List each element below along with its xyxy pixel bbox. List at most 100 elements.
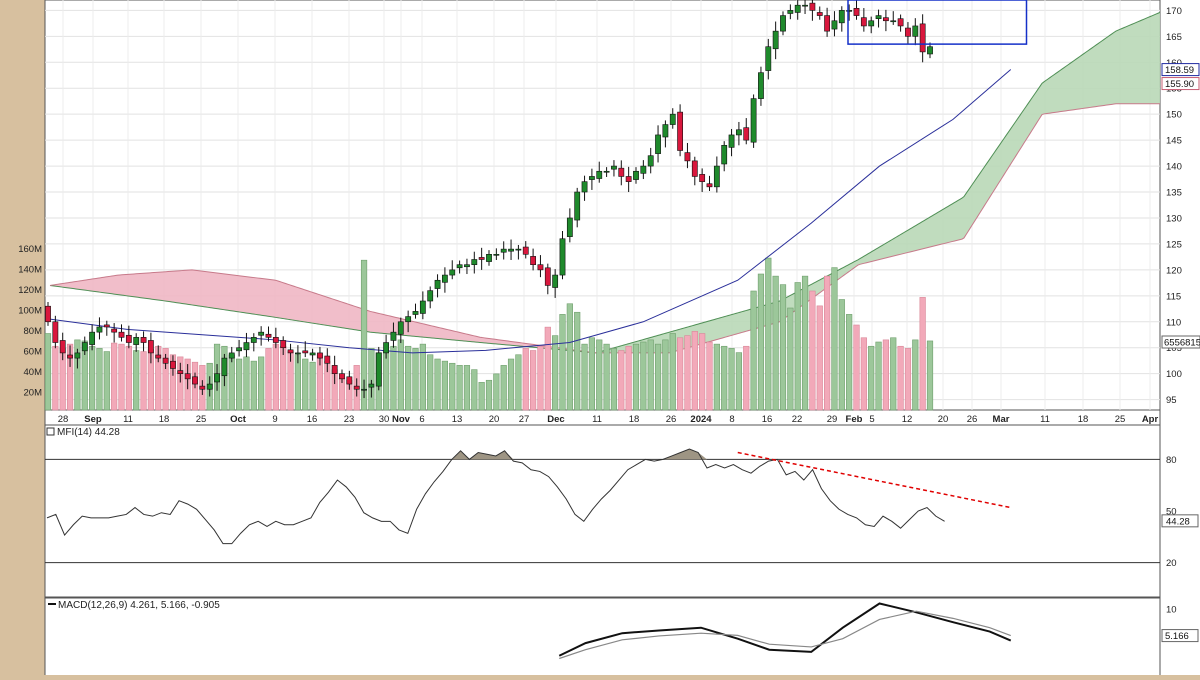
volume-bar — [809, 290, 816, 411]
volume-bar — [662, 339, 669, 411]
date-tick-label: 5 — [869, 414, 874, 425]
candle-body — [530, 256, 536, 265]
candle-body — [478, 257, 485, 260]
volume-bar — [515, 354, 522, 411]
candle-body — [368, 383, 375, 388]
mfi-value-tag — [1161, 514, 1199, 528]
candle-body — [860, 17, 867, 27]
date-tick-label: 22 — [792, 414, 803, 425]
price-tick-label: 135 — [1166, 188, 1182, 199]
volume-bar — [228, 354, 235, 411]
volume-value-tag-text: 6556815 — [1164, 338, 1200, 349]
consolidation-box — [847, 0, 1028, 45]
candle-body — [170, 360, 176, 369]
volume-bar — [265, 348, 272, 411]
candle-body — [882, 17, 889, 22]
price-tick-label: 165 — [1166, 32, 1182, 43]
volume-bar — [919, 297, 926, 411]
candle-body — [919, 23, 926, 53]
volume-bar — [169, 354, 177, 411]
volume-bar — [926, 340, 934, 411]
volume-tick-label: 80M — [24, 326, 43, 337]
cloud-bullish-area — [596, 12, 1160, 353]
date-tick-label: Apr — [1142, 414, 1159, 425]
macd-line — [558, 602, 1012, 657]
date-tick-label: 8 — [729, 414, 734, 425]
candle-body — [206, 383, 213, 390]
date-tick-label: 9 — [272, 414, 277, 425]
volume-bar — [772, 275, 779, 411]
volume-bar — [596, 339, 603, 411]
date-tick-label: 2024 — [690, 414, 712, 425]
candle-body — [780, 15, 786, 32]
candle-body — [111, 328, 118, 333]
candle-body — [250, 337, 257, 343]
volume-bar — [699, 333, 706, 411]
candle-body — [493, 254, 500, 256]
price-tick-label: 140 — [1166, 162, 1182, 173]
volume-bar — [507, 358, 515, 411]
candle-body — [537, 264, 544, 271]
volume-bar — [676, 337, 684, 411]
candle-body — [390, 331, 397, 341]
volume-bar — [360, 259, 368, 411]
candle-body — [655, 134, 661, 154]
volume-bar — [456, 365, 463, 411]
volume-bar — [390, 345, 397, 411]
volume-bar — [640, 341, 647, 411]
candle-body — [905, 27, 911, 37]
candle-body — [162, 357, 169, 364]
volume-bar — [427, 354, 434, 411]
mfi-tick-label: 20 — [1166, 558, 1177, 569]
date-tick-label: 26 — [967, 414, 978, 425]
volume-tick-label: 20M — [24, 388, 43, 399]
volume-tick-label: 140M — [18, 265, 42, 276]
date-tick-label: 11 — [592, 414, 602, 425]
candle-body — [559, 238, 566, 276]
candle-body — [912, 25, 919, 37]
date-tick-label: 18 — [1078, 414, 1089, 425]
candle-body — [758, 72, 764, 99]
candle-body — [184, 373, 191, 380]
candle-body — [890, 20, 897, 23]
price-tick-label: 150 — [1166, 110, 1182, 121]
candle-body — [177, 370, 184, 374]
candle-body — [927, 46, 933, 55]
candle-body — [691, 160, 698, 177]
candle-body — [155, 354, 162, 359]
volume-bar — [537, 345, 544, 411]
candle-body — [816, 12, 823, 16]
volume-bar — [588, 337, 595, 411]
volume-bar — [721, 345, 728, 411]
candle-body — [603, 170, 610, 173]
candle-body — [228, 352, 235, 359]
candle-body — [96, 326, 103, 333]
volume-bar — [566, 303, 573, 411]
date-tick-label: 20 — [489, 414, 500, 425]
price-tick-label: 145 — [1166, 136, 1182, 147]
volume-bar — [463, 365, 471, 411]
date-tick-label: 23 — [344, 414, 355, 425]
candle-body — [221, 357, 228, 377]
candle-body — [515, 248, 522, 251]
volume-bar — [177, 356, 184, 411]
candle-body — [339, 373, 345, 380]
volume-bar — [140, 351, 147, 411]
candle-body — [309, 352, 316, 356]
price-value-tag — [1161, 63, 1200, 77]
candle-body — [449, 269, 456, 276]
candle-body — [464, 264, 470, 268]
candle-body — [633, 170, 639, 180]
candle-body — [405, 316, 412, 323]
candle-body — [148, 340, 154, 354]
price-tick-label: 120 — [1166, 265, 1182, 276]
volume-bar — [133, 350, 140, 411]
volume-bar — [912, 339, 919, 411]
volume-bar — [434, 358, 441, 411]
candle-body — [618, 167, 625, 177]
volume-bar — [529, 350, 537, 411]
volume-bar — [743, 345, 750, 411]
volume-bar — [66, 343, 74, 411]
candle-body — [765, 46, 772, 71]
